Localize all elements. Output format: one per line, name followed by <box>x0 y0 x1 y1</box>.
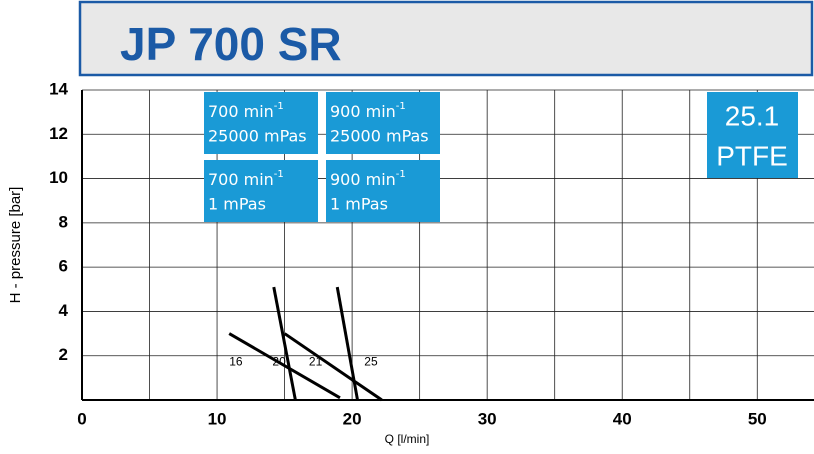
box-speed-text: 700 min <box>208 102 274 121</box>
line <box>228 332 341 400</box>
box-speed-exp: -1 <box>396 169 406 180</box>
y-tick-label: 2 <box>59 345 68 364</box>
line <box>272 286 297 401</box>
x-tick-label: 50 <box>748 409 767 428</box>
badge-line1: 25.1 <box>725 100 780 131</box>
y-tick-label: 10 <box>49 168 68 187</box>
annotation: 25 <box>364 355 378 369</box>
box-speed-text: 900 min <box>330 102 396 121</box>
annotation: 20 <box>272 355 286 369</box>
y-axis-label: H - pressure [bar] <box>7 187 24 304</box>
box-speed-exp: -1 <box>274 101 284 112</box>
badge-line2: PTFE <box>716 140 788 171</box>
x-axis-label: Q [l/min] <box>385 432 430 446</box>
x-tick-label: 20 <box>343 409 362 428</box>
box-viscosity: 25000 mPas <box>330 127 429 146</box>
y-tick-label: 14 <box>49 79 68 98</box>
box-speed: 700 min-1 <box>208 169 284 189</box>
line <box>283 332 383 402</box>
info-box <box>204 92 318 154</box>
box-viscosity: 1 mPas <box>330 195 388 214</box>
box-speed: 700 min-1 <box>208 101 284 121</box>
x-tick-label: 0 <box>77 409 86 428</box>
y-tick-label: 8 <box>59 212 68 231</box>
box-speed-text: 700 min <box>208 170 274 189</box>
box-viscosity: 1 mPas <box>208 195 266 214</box>
box-speed-exp: -1 <box>274 169 284 180</box>
box-speed: 900 min-1 <box>330 101 406 121</box>
y-tick-label: 12 <box>49 124 68 143</box>
y-tick-label: 6 <box>59 257 68 276</box>
x-tick-label: 40 <box>613 409 632 428</box>
box-speed: 900 min-1 <box>330 169 406 189</box>
y-tick-label: 4 <box>59 301 69 320</box>
badge <box>707 92 798 178</box>
annotation: 16 <box>229 355 243 369</box>
box-speed-exp: -1 <box>396 101 406 112</box>
info-box <box>326 92 440 154</box>
info-box <box>204 160 318 222</box>
x-tick-label: 30 <box>478 409 497 428</box>
x-tick-label: 10 <box>208 409 227 428</box>
box-speed-text: 900 min <box>330 170 396 189</box>
annotation: 21 <box>309 355 323 369</box>
info-box <box>326 160 440 222</box>
box-viscosity: 25000 mPas <box>208 127 307 146</box>
chart-title: JP 700 SR <box>120 18 342 70</box>
title-box <box>78 0 814 77</box>
